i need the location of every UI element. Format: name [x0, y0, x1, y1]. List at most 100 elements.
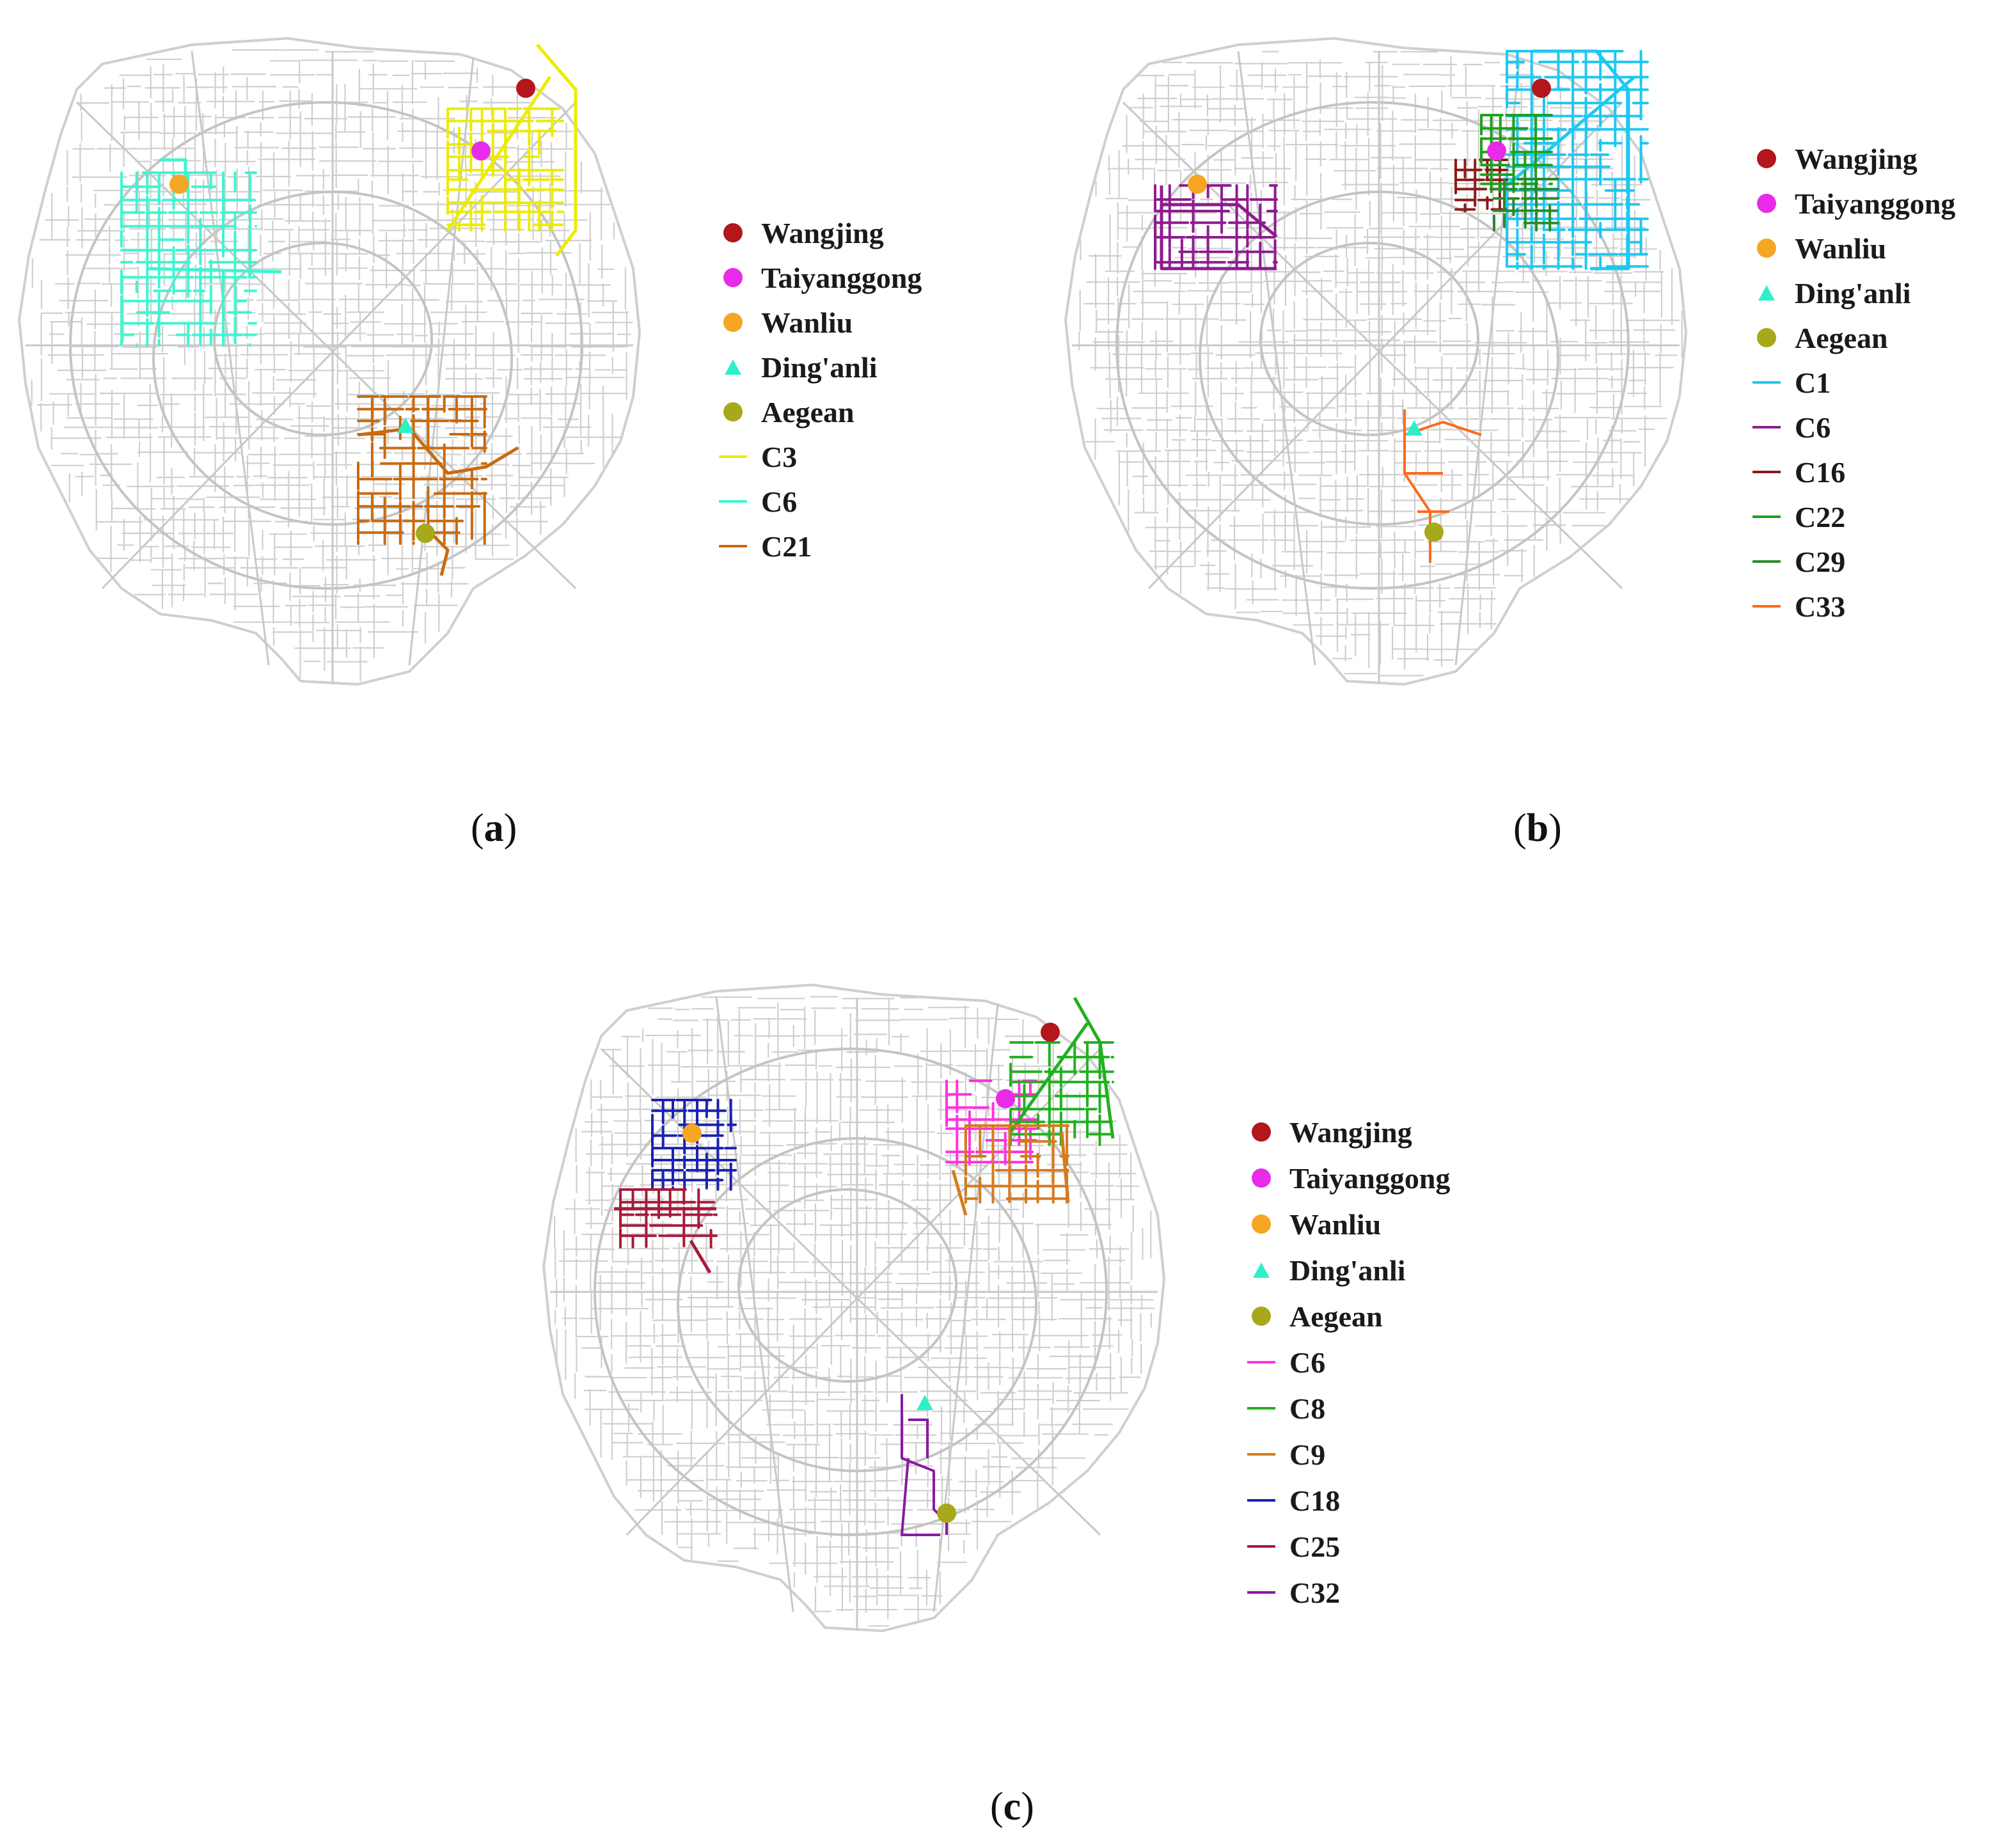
legend-symbol-shape [1247, 1545, 1275, 1548]
legend-item: C9 [1245, 1435, 1325, 1474]
legend-item: C29 [1750, 542, 1845, 581]
legend-label: C33 [1795, 590, 1846, 623]
caption-b-letter: b [1526, 806, 1549, 850]
station-wangjing [516, 79, 535, 98]
legend-label: Taiyanggong [1289, 1161, 1451, 1195]
panel-b: Wangjing Taiyanggong Wanliu Ding'anli Aegean… [1008, 0, 2016, 895]
station-taiyanggong [1487, 141, 1506, 161]
map-c [542, 983, 1166, 1633]
legend-label: C9 [1289, 1438, 1326, 1471]
arterial-roads [550, 997, 1158, 1631]
cluster-c25 [619, 1188, 718, 1248]
cluster-c18 [651, 1099, 737, 1191]
station-wangjing [1532, 79, 1551, 98]
station-dinganli [917, 1395, 933, 1410]
legend-item: Ding'anli [716, 348, 878, 386]
legend-line-symbol [716, 527, 750, 565]
legend-label: Aegean [1795, 321, 1888, 354]
legend-dot-symbol [1750, 139, 1783, 178]
legend-label: C21 [761, 530, 812, 563]
city-boundary [542, 983, 1166, 1633]
station-dinganli [397, 418, 414, 433]
legend-symbol-shape [1252, 1168, 1271, 1188]
cluster-c32 [901, 1394, 948, 1536]
legend-line-symbol [1750, 587, 1783, 625]
caption-a: (a) [471, 806, 517, 850]
legend-triangle-symbol [1245, 1251, 1278, 1289]
ring-road [737, 1188, 957, 1383]
legend-symbol-shape [1247, 1499, 1275, 1502]
legend-item: C21 [716, 527, 812, 565]
legend-symbol-shape [1752, 381, 1781, 384]
cluster-c29 [1493, 178, 1559, 232]
legend-line-symbol [716, 437, 750, 476]
legend-item: Ding'anli [1245, 1251, 1406, 1289]
cluster-c9-arterial [951, 1131, 1070, 1216]
legend-dot-symbol [1750, 318, 1783, 357]
legend-symbol-shape [719, 455, 747, 458]
legend-symbol-shape [723, 223, 743, 242]
legend-line-symbol [1245, 1573, 1278, 1612]
legend-line-symbol [1245, 1343, 1278, 1381]
legend-item: Aegean [1245, 1297, 1383, 1335]
cluster-c6 [1154, 184, 1278, 270]
legend-item: C32 [1245, 1573, 1340, 1612]
legend-symbol-shape [1757, 194, 1776, 213]
station-aegean [1424, 523, 1444, 542]
road-network [542, 983, 1166, 1633]
legend-symbol-shape [1247, 1361, 1275, 1364]
legend-label: Wangjing [1289, 1115, 1412, 1149]
legend-label: Wangjing [1795, 142, 1918, 175]
legend-dot-symbol [716, 258, 750, 297]
cluster-c21 [357, 395, 487, 545]
arterial-roads [26, 51, 633, 684]
city-boundary [17, 36, 642, 686]
legend-line-symbol [1750, 408, 1783, 446]
legend-label: C8 [1289, 1392, 1326, 1425]
caption-a-letter: a [484, 806, 504, 850]
legend-line-symbol [1245, 1527, 1278, 1566]
legend-label: Wanliu [1289, 1207, 1382, 1241]
legend-line-symbol [1245, 1389, 1278, 1427]
station-wangjing [1041, 1023, 1060, 1042]
legend-symbol-shape [1247, 1591, 1275, 1594]
legend-label: C18 [1289, 1484, 1341, 1517]
legend-item: Taiyanggong [716, 258, 922, 297]
legend-label: C6 [1289, 1346, 1326, 1379]
legend-line-symbol [1750, 542, 1783, 581]
legend-label: Taiyanggong [1795, 187, 1956, 220]
legend-triangle-symbol [1750, 274, 1783, 312]
legend-item: Wangjing [1750, 139, 1918, 178]
legend-item: C22 [1750, 498, 1845, 536]
legend-item: C6 [716, 482, 797, 521]
legend-label: C29 [1795, 545, 1846, 578]
legend-dot-symbol [716, 303, 750, 342]
legend-symbol-shape [1752, 471, 1781, 473]
legend-symbol-shape [723, 268, 743, 287]
station-aegean [416, 524, 435, 543]
legend-symbol-shape [719, 500, 747, 503]
legend-item: Aegean [716, 393, 854, 431]
legend-symbol-shape [1757, 239, 1776, 258]
caption-b: (b) [1513, 806, 1562, 850]
legend-line-symbol [1750, 453, 1783, 491]
legend-label: C1 [1795, 366, 1831, 399]
legend-line-symbol [1750, 363, 1783, 402]
station-wanliu [169, 175, 189, 194]
minor-roads [1078, 51, 1683, 677]
legend-a: Wangjing Taiyanggong Wanliu Ding'anli Aegean… [716, 214, 998, 572]
legend-triangle-symbol [716, 348, 750, 386]
cluster-c6 [120, 171, 257, 347]
legend-label: Wangjing [761, 216, 884, 249]
legend-dot-symbol [1245, 1297, 1278, 1335]
caption-c-letter: c [1003, 1785, 1021, 1828]
legend-item: C16 [1750, 453, 1845, 491]
legend-symbol-shape [1757, 149, 1776, 168]
legend-label: C32 [1289, 1576, 1341, 1609]
legend-label: Wanliu [1795, 232, 1887, 265]
legend-label: Taiyanggong [761, 261, 922, 294]
legend-symbol-shape [725, 359, 741, 375]
legend-label: C25 [1289, 1530, 1341, 1563]
legend-item: Ding'anli [1750, 274, 1911, 312]
legend-item: Wangjing [1245, 1113, 1412, 1151]
